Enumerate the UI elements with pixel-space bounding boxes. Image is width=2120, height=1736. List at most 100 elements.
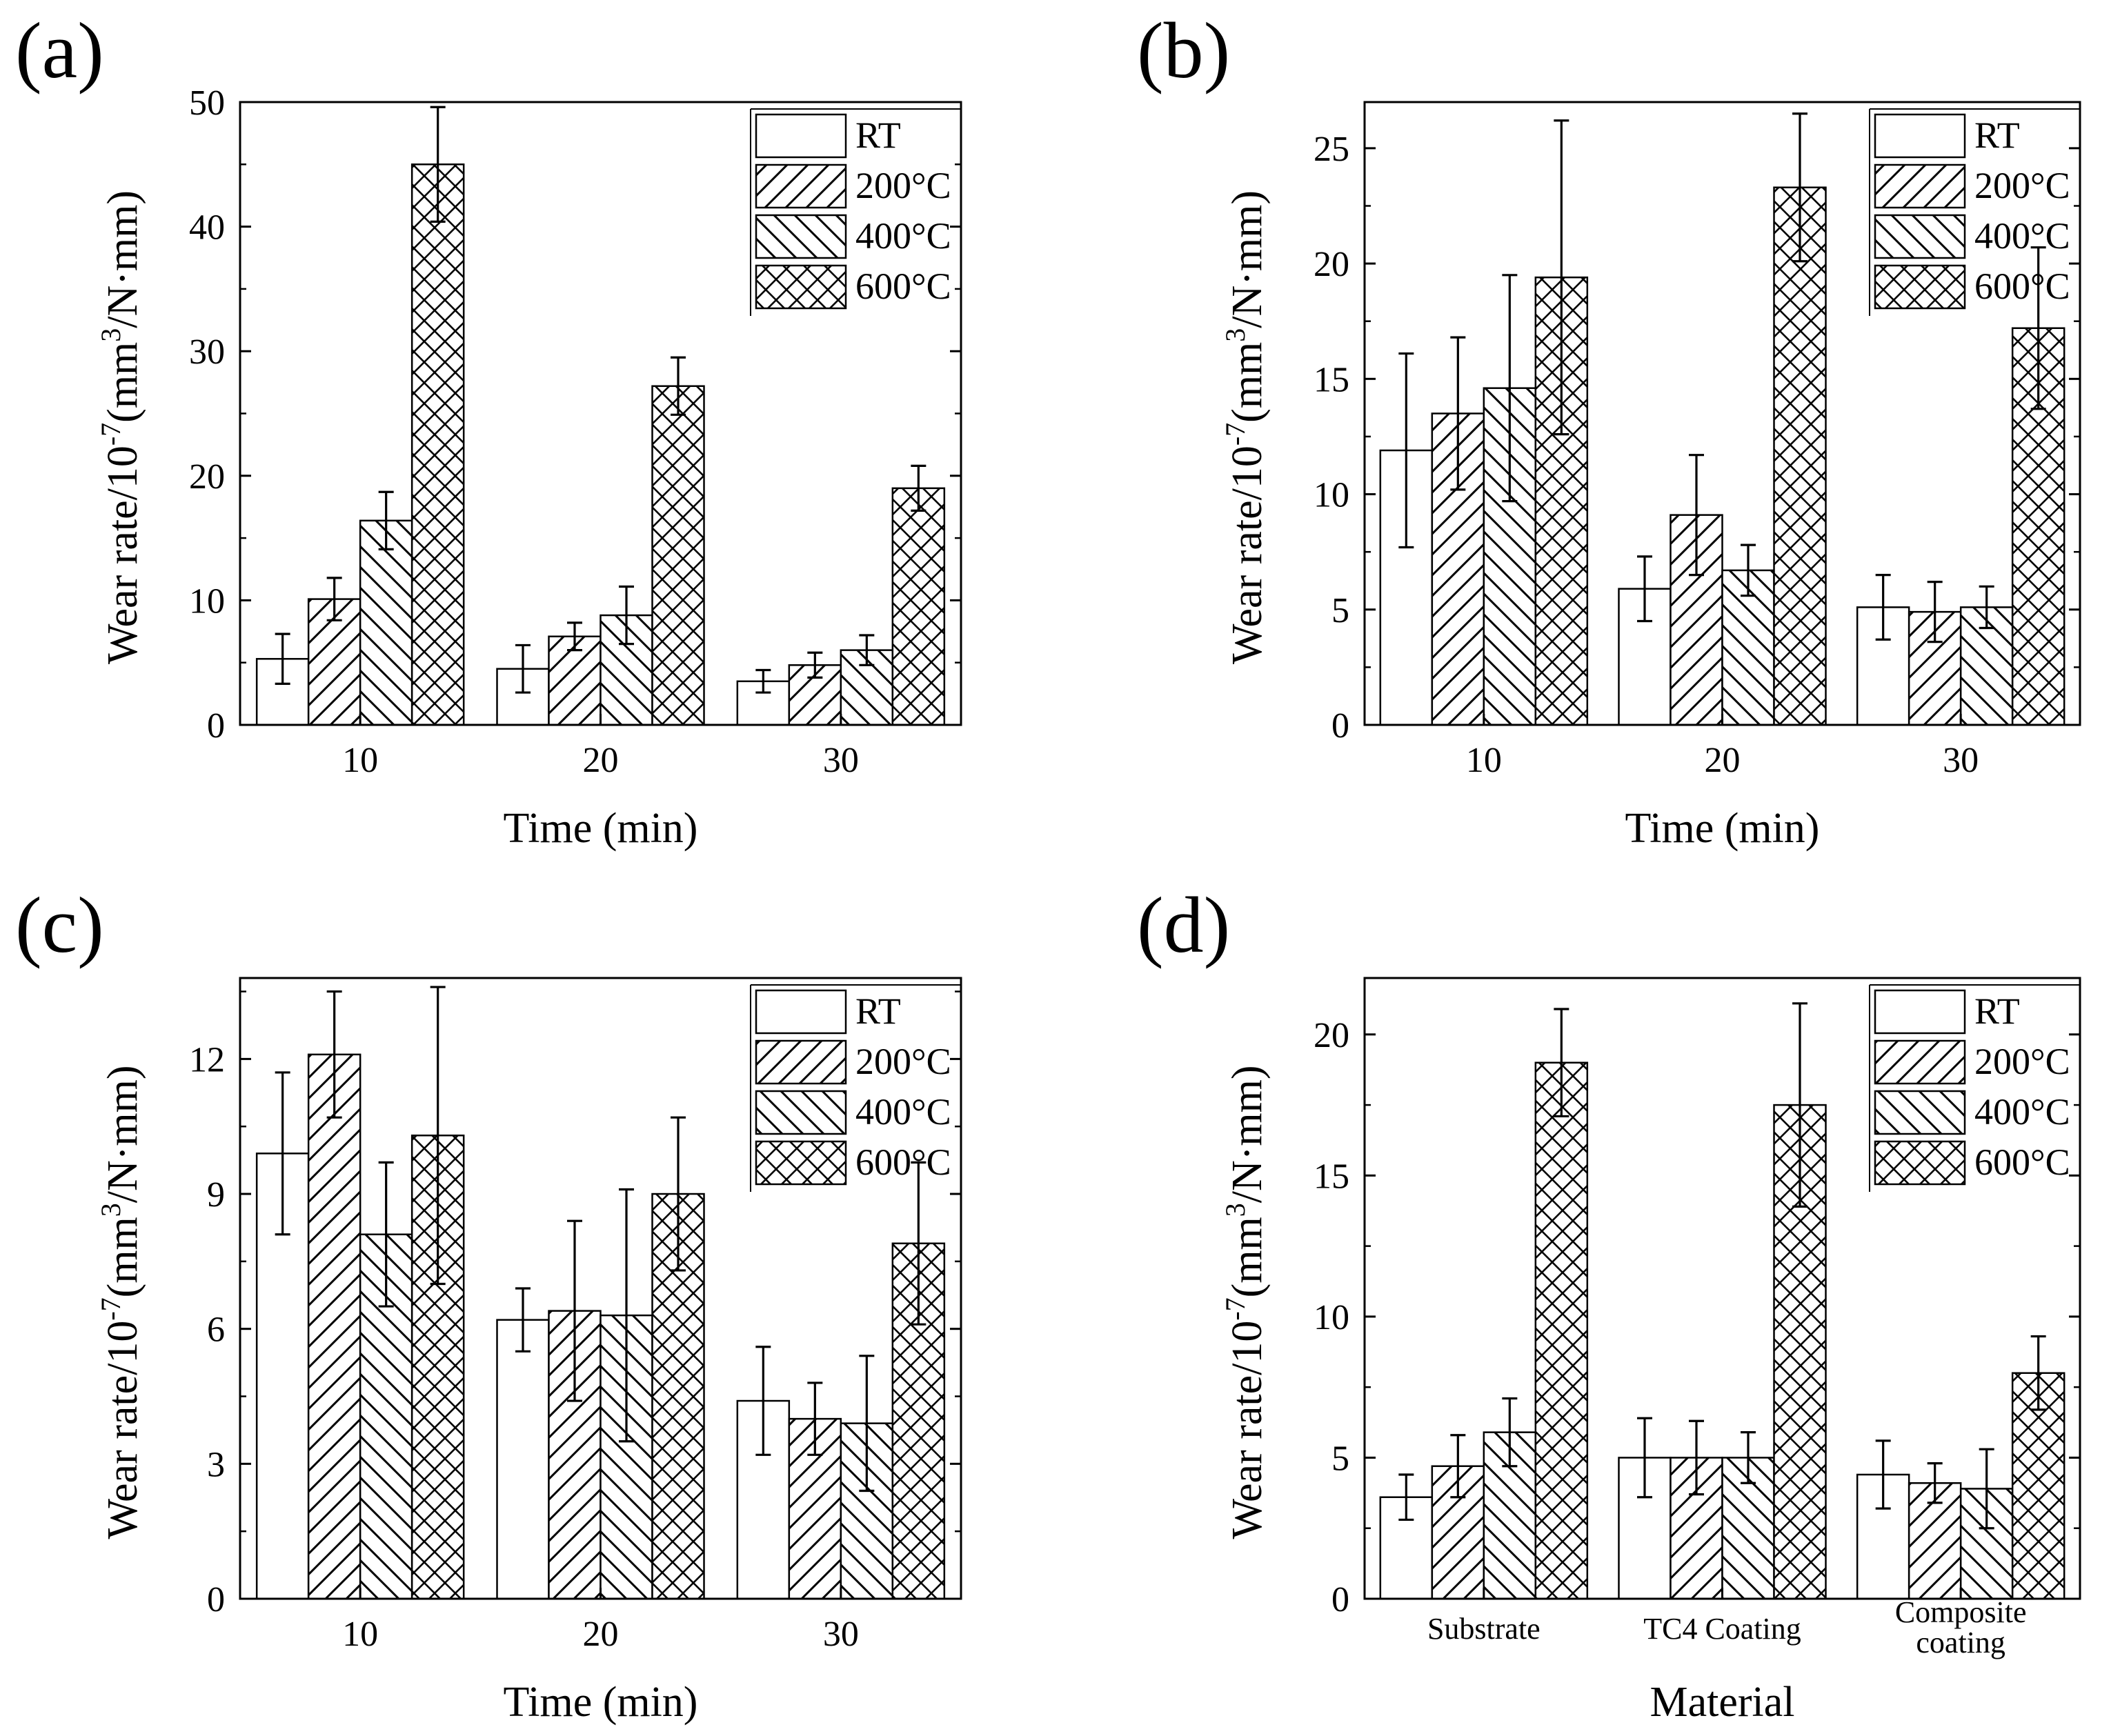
legend-label: 600°C	[1974, 266, 2070, 307]
y-tick-label: 0	[207, 1580, 225, 1619]
error-bar	[326, 990, 342, 1119]
panel-label-b: (b)	[1137, 7, 1230, 95]
y-tick-label: 30	[189, 332, 225, 372]
y-tick-label: 20	[1314, 1016, 1349, 1055]
legend-label: 200°C	[1974, 1041, 2070, 1082]
error-bar	[567, 1219, 582, 1402]
error-bar	[1398, 1473, 1414, 1522]
error-bar	[755, 1346, 771, 1456]
legend-swatch	[755, 989, 847, 1035]
legend-swatch	[1874, 1090, 1966, 1135]
chart-panel-b: 0 5 10 15 20 25 10 20 30 Time (min) Wear rate/10-7…	[1220, 101, 2081, 852]
error-bar	[1637, 1417, 1652, 1499]
y-axis-title-part: Wear rate/10	[1224, 1321, 1271, 1539]
error-bar	[430, 986, 446, 1286]
x-tick-label: 30	[823, 1615, 859, 1654]
y-tick-label: 9	[207, 1175, 225, 1215]
error-bar	[1502, 1397, 1518, 1468]
bar-400c-10	[359, 519, 413, 726]
y-tick-label: 40	[189, 208, 225, 248]
y-tick-label: 50	[189, 83, 225, 123]
error-bar	[911, 464, 927, 512]
x-tick-label: coating	[1916, 1626, 2005, 1659]
x-tick-label: 30	[823, 741, 859, 780]
error-bar	[755, 668, 771, 694]
legend-swatch	[755, 1140, 847, 1186]
error-bar	[1450, 1434, 1466, 1499]
error-bar	[671, 356, 686, 416]
legend-swatch	[1874, 1140, 1966, 1186]
x-tick-label: Substrate	[1427, 1612, 1541, 1646]
x-tick-label: 20	[583, 741, 619, 780]
y-axis-title-part: /N·mm)	[99, 1065, 146, 1203]
error-bar	[515, 643, 531, 694]
y-axis-title-part: /N·mm)	[1224, 190, 1271, 328]
x-tick-label: 10	[342, 741, 378, 780]
error-bar	[2030, 1335, 2046, 1411]
legend-label: 200°C	[855, 1041, 951, 1082]
y-axis-title-part: 3	[95, 1203, 126, 1217]
legend-label: 600°C	[855, 1141, 951, 1183]
y-tick-label: 10	[1314, 476, 1349, 515]
y-axis-title-part: -7	[95, 1297, 126, 1320]
x-tick-label: 10	[342, 1615, 378, 1654]
y-axis-title: Wear rate/10-7(mm3/N·mm)	[95, 190, 146, 664]
y-axis-title-part: -7	[95, 423, 126, 446]
legend-label: 400°C	[1974, 1091, 2070, 1133]
y-tick-label: 3	[207, 1445, 225, 1484]
error-bar	[1875, 574, 1891, 641]
legend-label: RT	[1974, 990, 2020, 1032]
y-axis-title-part: /N·mm)	[99, 190, 146, 328]
legend-label: 200°C	[855, 165, 951, 206]
panel-label-c: (c)	[15, 881, 104, 970]
error-bar	[1554, 119, 1569, 436]
error-bar	[671, 1116, 686, 1272]
y-tick-label: 20	[189, 457, 225, 497]
error-bar	[275, 632, 290, 686]
error-bar	[326, 577, 342, 621]
y-axis-title-part: /N·mm)	[1224, 1065, 1271, 1203]
y-tick-label: 15	[1314, 1157, 1349, 1196]
y-axis-title: Wear rate/10-7(mm3/N·mm)	[95, 1065, 146, 1539]
x-tick-label: TC4 Coating	[1643, 1612, 1801, 1646]
error-bar	[1792, 112, 1807, 263]
legend-swatch	[1874, 264, 1966, 310]
legend-label: 200°C	[1974, 165, 2070, 206]
bar-rt-20	[496, 1319, 550, 1600]
x-tick-label: 30	[1943, 741, 1979, 780]
legend-swatch	[755, 163, 847, 209]
y-axis-title-part: Wear rate/10	[99, 1321, 146, 1539]
legend-label: RT	[855, 114, 901, 156]
y-tick-label: 15	[1314, 360, 1349, 399]
legend-label: 400°C	[1974, 215, 2070, 257]
panel-label-a: (a)	[15, 7, 104, 95]
error-bar	[1875, 1439, 1891, 1510]
error-bar	[859, 634, 875, 666]
error-bar	[807, 651, 823, 679]
error-bar	[567, 621, 582, 652]
error-bar	[275, 1071, 290, 1236]
y-axis-title-part: Wear rate/10	[1224, 446, 1271, 664]
y-axis-title-part: -7	[1220, 1297, 1251, 1320]
error-bar	[1927, 1462, 1943, 1504]
legend-swatch	[1874, 214, 1966, 259]
error-bar	[619, 1188, 634, 1443]
error-bar	[1637, 555, 1652, 623]
bar-600c-10	[410, 163, 465, 726]
y-tick-label: 6	[207, 1310, 225, 1350]
legend-label: RT	[1974, 114, 2020, 156]
x-axis-title: Time (min)	[504, 805, 698, 852]
bar-600c-substrate	[1534, 1061, 1589, 1600]
error-bar	[859, 1355, 875, 1493]
y-axis-title-part: Wear rate/10	[99, 446, 146, 664]
y-tick-label: 10	[1314, 1298, 1349, 1337]
x-axis-title: Time (min)	[504, 1679, 698, 1726]
chart-panel-a: 0 10 20 30 40 50 10 20 30 Time (min) Wear rate/10-…	[95, 83, 962, 852]
panel-label-d: (d)	[1137, 881, 1230, 970]
y-axis-title: Wear rate/10-7(mm3/N·mm)	[1220, 190, 1271, 664]
x-tick-label: 10	[1466, 741, 1502, 780]
legend: RT 200°C 400°C 600°C	[750, 984, 961, 1192]
y-axis-title-part: 3	[1220, 328, 1251, 342]
